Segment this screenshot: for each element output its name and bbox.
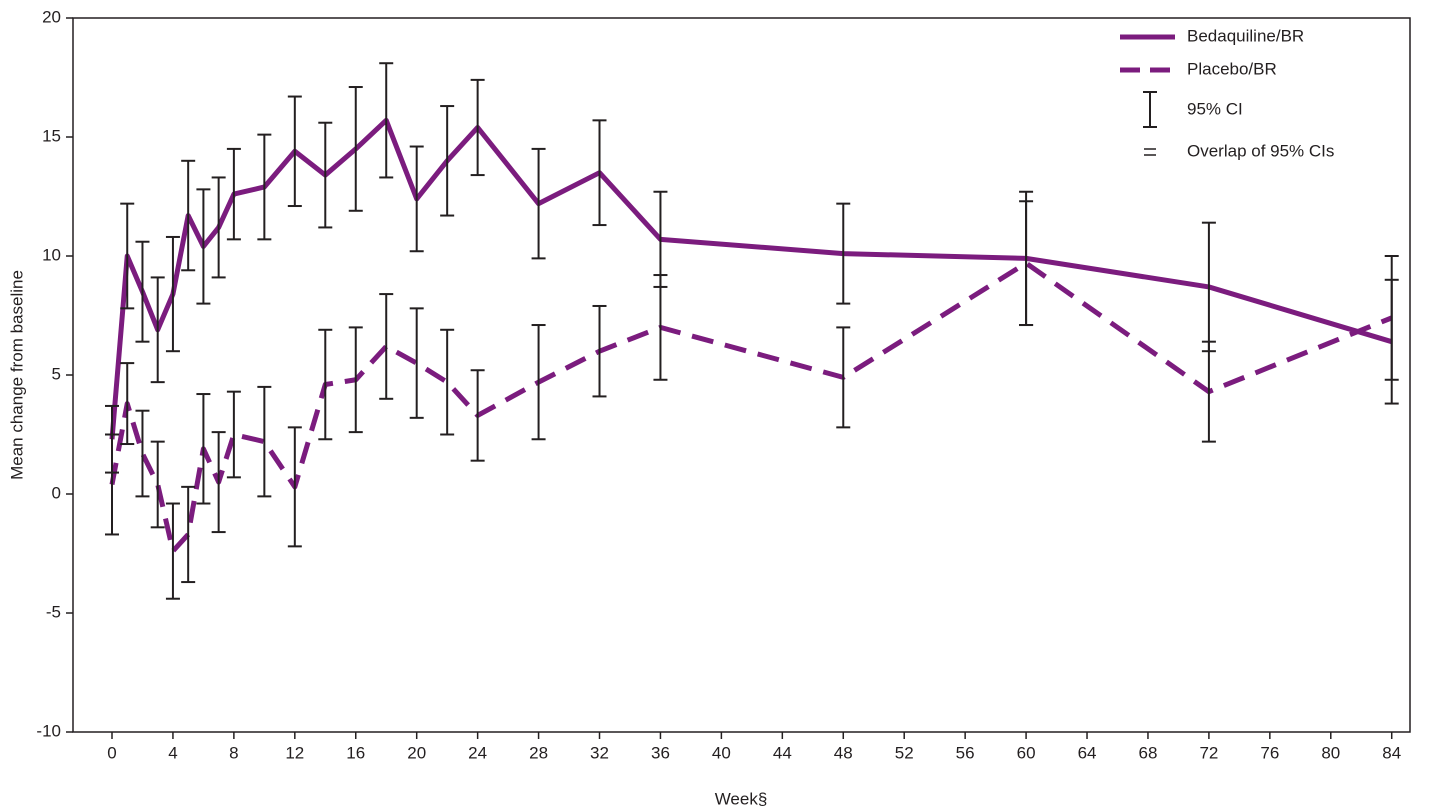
x-tick-label: 28 — [529, 743, 548, 762]
y-axis-label: Mean change from baseline — [7, 270, 26, 480]
x-tick-label: 60 — [1017, 743, 1036, 762]
error-bar — [196, 188, 211, 305]
error-bar — [1019, 200, 1034, 327]
error-bar — [379, 62, 394, 179]
legend-label: Bedaquiline/BR — [1187, 26, 1304, 45]
series-line — [109, 117, 1393, 440]
x-tick-label: 24 — [468, 743, 487, 762]
error-bar — [531, 324, 546, 441]
error-bar — [196, 393, 211, 505]
error-bar — [379, 293, 394, 400]
error-bar — [348, 86, 363, 212]
y-tick-label: 5 — [52, 364, 61, 383]
error-bar — [531, 147, 546, 260]
x-axis-label: Week§ — [715, 789, 768, 808]
error-bar — [409, 307, 424, 419]
error-bar — [181, 159, 196, 272]
error-bar — [470, 78, 485, 177]
x-tick-label: 76 — [1260, 743, 1279, 762]
legend-label: Overlap of 95% CIs — [1187, 141, 1334, 160]
error-bar — [653, 274, 668, 381]
x-tick-label: 4 — [168, 743, 177, 762]
x-tick-label: 0 — [107, 743, 116, 762]
y-tick-label: 20 — [42, 7, 61, 26]
error-bar — [318, 121, 333, 229]
x-tick-label: 8 — [229, 743, 238, 762]
error-bar — [165, 502, 180, 600]
legend-label: 95% CI — [1187, 99, 1243, 118]
series-line — [109, 260, 1393, 554]
error-bar — [120, 202, 135, 310]
x-tick-label: 44 — [773, 743, 792, 762]
error-bar — [120, 362, 135, 446]
x-tick-label: 20 — [407, 743, 426, 762]
legend-label: Placebo/BR — [1187, 59, 1277, 78]
error-bar — [592, 119, 607, 227]
error-bar — [150, 276, 165, 384]
error-bar — [440, 105, 455, 217]
x-tick-label: 32 — [590, 743, 609, 762]
error-bar — [135, 240, 150, 343]
y-tick-label: -10 — [36, 721, 61, 740]
x-tick-label: 16 — [346, 743, 365, 762]
error-bar — [150, 440, 165, 529]
x-tick-label: 64 — [1078, 743, 1097, 762]
x-tick-label: 80 — [1321, 743, 1340, 762]
error-bar — [592, 304, 607, 398]
error-bar — [211, 176, 226, 279]
error-bar — [318, 328, 333, 441]
error-bar — [287, 426, 302, 548]
error-bar — [836, 202, 851, 305]
x-tick-label: 12 — [285, 743, 304, 762]
error-bar — [1201, 340, 1216, 443]
x-tick-label: 40 — [712, 743, 731, 762]
error-bar — [470, 369, 485, 462]
y-tick-label: -5 — [46, 602, 61, 621]
x-tick-label: 56 — [956, 743, 975, 762]
x-tick-label: 48 — [834, 743, 853, 762]
error-bar — [135, 409, 150, 498]
error-bar — [348, 326, 363, 434]
error-bar — [287, 95, 302, 208]
error-bar — [409, 145, 424, 253]
x-tick-label: 52 — [895, 743, 914, 762]
error-bar — [1384, 255, 1399, 381]
x-tick-label: 72 — [1199, 743, 1218, 762]
error-bar — [226, 147, 241, 241]
error-bar — [181, 485, 196, 584]
x-tick-label: 36 — [651, 743, 670, 762]
x-tick-label: 84 — [1382, 743, 1401, 762]
error-bar — [440, 328, 455, 436]
error-bar — [211, 431, 226, 534]
error-bar — [165, 235, 180, 353]
x-tick-label: 68 — [1139, 743, 1158, 762]
y-tick-label: 0 — [52, 483, 61, 502]
error-bar — [105, 433, 120, 536]
error-bar — [836, 326, 851, 429]
error-bar — [257, 385, 272, 498]
y-tick-label: 15 — [42, 126, 61, 145]
y-tick-label: 10 — [42, 245, 61, 264]
error-bar — [257, 133, 272, 241]
error-bar — [226, 390, 241, 479]
